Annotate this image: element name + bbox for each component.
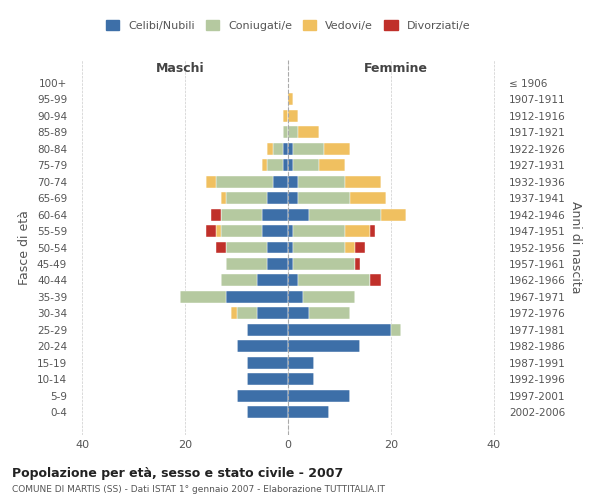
Bar [216,242,226,254]
Bar [283,143,288,154]
Bar [221,225,262,237]
Bar [268,143,272,154]
Bar [272,176,288,188]
Bar [262,160,268,171]
Bar [288,340,360,352]
Bar [293,258,355,270]
Text: Popolazione per età, sesso e stato civile - 2007: Popolazione per età, sesso e stato civil… [12,468,343,480]
Bar [268,160,283,171]
Bar [288,208,308,220]
Bar [257,274,288,286]
Bar [211,208,221,220]
Bar [355,242,365,254]
Bar [288,110,298,122]
Bar [257,308,288,319]
Bar [293,143,324,154]
Bar [298,274,370,286]
Bar [236,390,288,402]
Bar [206,176,216,188]
Bar [226,192,268,204]
Bar [288,94,293,106]
Bar [288,373,314,385]
Bar [344,242,355,254]
Bar [272,143,283,154]
Bar [298,176,344,188]
Bar [298,126,319,138]
Bar [226,291,288,303]
Bar [308,308,350,319]
Bar [344,225,370,237]
Bar [288,176,298,188]
Bar [221,192,226,204]
Bar [288,406,329,418]
Bar [247,373,288,385]
Y-axis label: Anni di nascita: Anni di nascita [569,201,582,294]
Bar [288,390,350,402]
Bar [288,160,293,171]
Bar [288,242,293,254]
Bar [236,340,288,352]
Bar [221,274,257,286]
Bar [288,308,308,319]
Bar [268,192,288,204]
Bar [391,324,401,336]
Text: COMUNE DI MARTIS (SS) - Dati ISTAT 1° gennaio 2007 - Elaborazione TUTTITALIA.IT: COMUNE DI MARTIS (SS) - Dati ISTAT 1° ge… [12,485,385,494]
Bar [298,192,350,204]
Bar [283,126,288,138]
Bar [308,208,380,220]
Bar [293,225,344,237]
Bar [236,308,257,319]
Bar [293,242,344,254]
Bar [319,160,344,171]
Bar [232,308,236,319]
Bar [288,143,293,154]
Bar [206,225,216,237]
Bar [247,356,288,368]
Bar [293,160,319,171]
Bar [344,176,380,188]
Bar [288,324,391,336]
Bar [216,176,272,188]
Text: Maschi: Maschi [155,62,205,74]
Bar [247,406,288,418]
Bar [288,192,298,204]
Bar [304,291,355,303]
Bar [216,225,221,237]
Bar [268,258,288,270]
Bar [226,258,268,270]
Bar [350,192,386,204]
Bar [380,208,406,220]
Bar [262,208,288,220]
Bar [268,242,288,254]
Bar [288,258,293,270]
Bar [247,324,288,336]
Bar [283,160,288,171]
Bar [324,143,350,154]
Y-axis label: Fasce di età: Fasce di età [19,210,31,285]
Text: Femmine: Femmine [364,62,428,74]
Bar [283,110,288,122]
Bar [370,274,380,286]
Bar [288,225,293,237]
Bar [262,225,288,237]
Bar [370,225,376,237]
Bar [288,126,298,138]
Bar [180,291,226,303]
Bar [355,258,360,270]
Bar [288,274,298,286]
Bar [288,356,314,368]
Bar [221,208,262,220]
Bar [288,291,304,303]
Legend: Celibi/Nubili, Coniugati/e, Vedovi/e, Divorziati/e: Celibi/Nubili, Coniugati/e, Vedovi/e, Di… [103,17,473,34]
Bar [226,242,268,254]
